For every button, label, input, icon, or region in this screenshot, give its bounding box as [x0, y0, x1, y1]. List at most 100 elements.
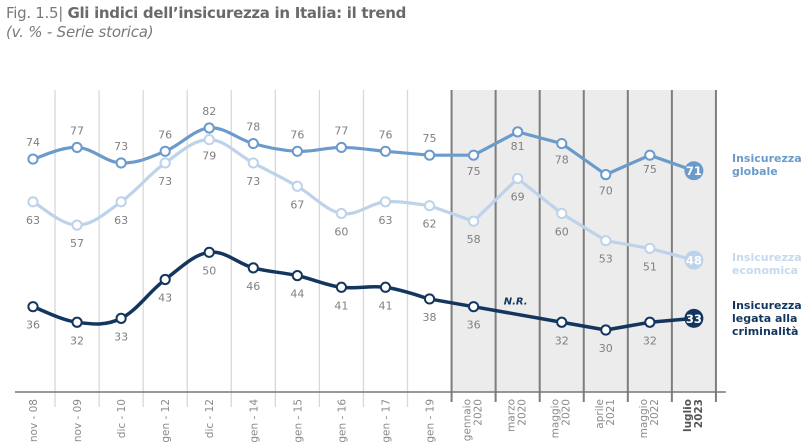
data-point-criminalita	[203, 246, 215, 258]
data-point-globale	[159, 145, 171, 157]
data-point-economica	[159, 157, 171, 169]
data-label-economica: 51	[643, 260, 657, 273]
x-tick-label: marzo2020	[506, 399, 529, 432]
x-tick-label: nov - 08	[28, 399, 40, 442]
chart-title: Fig. 1.5| Gli indici dell’insicurezza in…	[6, 4, 406, 22]
annotation-not-recorded: N.R.	[504, 296, 528, 307]
data-label-criminalita: 44	[290, 288, 304, 301]
data-point-globale	[71, 141, 83, 154]
title-text: Gli indici dell’insicurezza in Italia: i…	[67, 4, 407, 22]
data-label-globale: 76	[290, 128, 304, 141]
data-label-economica: 62	[423, 218, 437, 231]
legend-text-line: economica	[732, 264, 799, 277]
legend-item-insicurezza-economica: Insicurezza economica	[732, 251, 802, 277]
data-label-criminalita: 46	[246, 280, 260, 293]
data-label-globale: 75	[423, 132, 437, 145]
data-point-globale	[512, 126, 524, 138]
data-point-criminalita	[247, 262, 259, 274]
data-point-globale	[468, 149, 480, 161]
data-label-criminalita: 41	[334, 299, 348, 312]
data-point-criminalita	[644, 316, 656, 328]
data-label-criminalita: 32	[555, 334, 569, 347]
x-tick-label: maggio2020	[550, 399, 573, 438]
title-separator: |	[58, 4, 68, 22]
data-label-globale: 76	[158, 128, 172, 141]
data-point-globale	[247, 137, 259, 150]
data-label-economica: 63	[114, 214, 128, 227]
data-label-globale: 70	[599, 185, 613, 198]
data-label-globale: 78	[555, 154, 569, 167]
x-tick-label: luglio2023	[682, 399, 705, 432]
data-point-criminalita	[159, 273, 171, 286]
data-label-economica: 67	[290, 198, 304, 211]
data-point-economica	[115, 196, 127, 208]
data-label-criminalita: 38	[423, 311, 437, 324]
data-label-globale: 82	[202, 105, 216, 118]
data-point-criminalita	[27, 301, 39, 313]
data-label-criminalita: 36	[467, 319, 481, 332]
data-point-economica	[379, 196, 392, 208]
data-label-economica: 73	[246, 175, 260, 188]
data-point-economica	[644, 242, 656, 255]
data-point-economica	[203, 134, 215, 146]
x-tick-label: gennaio2020	[462, 399, 485, 441]
data-point-economica	[423, 200, 436, 212]
data-label-economica: 63	[378, 214, 392, 227]
data-point-criminalita	[291, 270, 303, 282]
data-label-criminalita: 43	[158, 292, 172, 305]
x-tick-label: nov - 09	[72, 399, 84, 442]
data-label-economica: 48	[686, 254, 702, 268]
data-label-economica: 60	[334, 225, 348, 238]
data-label-criminalita: 30	[599, 342, 613, 355]
figure-label: Fig. 1.5	[6, 4, 59, 22]
data-point-end-globale	[684, 161, 704, 181]
data-point-economica	[291, 180, 303, 192]
data-label-globale: 73	[114, 140, 128, 153]
data-point-globale	[335, 141, 348, 154]
legend-text-line: legata alla	[732, 312, 798, 325]
legend-text-line: Insicurezza	[732, 299, 802, 312]
data-label-criminalita: 36	[26, 319, 40, 332]
x-tick-label: gen - 15	[292, 399, 304, 442]
data-label-criminalita: 33	[114, 330, 128, 343]
data-label-globale: 75	[643, 163, 657, 176]
data-label-criminalita: 50	[202, 264, 216, 277]
x-tick-label: gen - 14	[248, 399, 260, 442]
chart-header: Fig. 1.5| Gli indici dell’insicurezza in…	[6, 4, 406, 41]
data-point-economica	[512, 172, 524, 185]
data-label-economica: 58	[467, 233, 481, 246]
data-label-criminalita: 32	[70, 334, 84, 347]
x-tick-label: gen - 17	[380, 399, 392, 442]
data-label-globale: 75	[467, 165, 481, 178]
data-point-criminalita	[468, 301, 480, 313]
data-point-globale	[203, 122, 215, 134]
data-point-criminalita	[115, 312, 127, 324]
data-point-economica	[600, 235, 612, 247]
data-point-criminalita	[600, 324, 612, 336]
data-point-globale	[115, 157, 127, 169]
x-tick-label: gen - 19	[425, 399, 437, 442]
data-label-economica: 73	[158, 175, 172, 188]
data-label-globale: 74	[26, 136, 40, 149]
data-label-globale: 71	[686, 164, 702, 178]
data-label-economica: 69	[511, 191, 525, 204]
data-label-economica: 79	[202, 150, 216, 163]
x-tick-label: maggio2022	[638, 399, 661, 438]
data-label-globale: 76	[378, 128, 392, 141]
data-point-globale	[644, 149, 656, 161]
data-point-economica	[247, 157, 259, 169]
data-point-economica	[468, 215, 480, 227]
data-label-criminalita: 41	[378, 299, 392, 312]
data-point-end-criminalita	[684, 308, 704, 328]
data-point-economica	[27, 196, 39, 208]
chart-subtitle: (v. % - Serie storica)	[6, 23, 154, 41]
legend-text-line: Insicurezza	[732, 152, 802, 165]
data-point-criminalita	[423, 293, 436, 305]
data-label-criminalita: 32	[643, 334, 657, 347]
x-tick-label: dic - 12	[204, 399, 216, 438]
data-point-globale	[291, 145, 303, 157]
legend-text-line: globale	[732, 165, 778, 178]
data-label-economica: 63	[26, 214, 40, 227]
data-point-globale	[600, 169, 612, 181]
